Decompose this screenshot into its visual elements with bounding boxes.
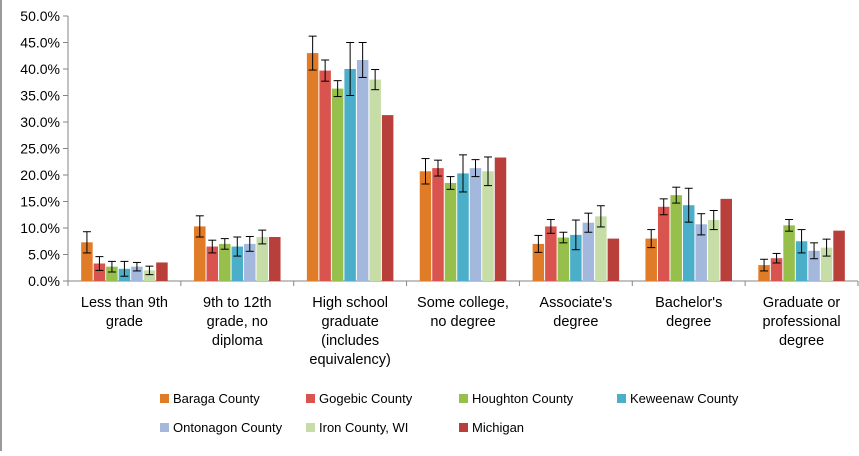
legend-swatch (459, 394, 468, 403)
bar (206, 246, 219, 281)
bar (720, 198, 732, 281)
legend-swatch (617, 394, 626, 403)
bar (469, 168, 482, 281)
bar (695, 224, 707, 281)
legend-label: Ontonagon County (173, 420, 283, 435)
legend-label: Houghton County (472, 391, 574, 406)
bar (482, 171, 494, 281)
y-tick-label: 35.0% (20, 88, 60, 104)
bar (256, 237, 269, 281)
bar (833, 230, 845, 281)
bar (194, 226, 206, 281)
bar (219, 243, 231, 281)
y-tick-label: 40.0% (20, 61, 60, 77)
bar (582, 222, 595, 281)
bar (93, 263, 106, 281)
bar (344, 69, 356, 281)
legend-label: Baraga County (173, 391, 260, 406)
bar (306, 53, 319, 281)
x-category-label: 9th to 12th (203, 295, 272, 311)
legend-label: Michigan (472, 420, 524, 435)
bar (645, 238, 657, 281)
bar (595, 216, 607, 281)
bar (381, 115, 394, 281)
bar (356, 59, 369, 281)
x-category-label: Graduate or (763, 295, 841, 311)
x-category-label: degree (779, 333, 824, 349)
bar (783, 225, 795, 281)
x-category-label: equivalency) (309, 352, 390, 368)
left-border (0, 0, 2, 451)
bar (532, 243, 545, 281)
bar (545, 226, 557, 281)
bar (570, 234, 582, 281)
x-category-label: (includes (321, 333, 379, 349)
x-category-label: grade, no (207, 314, 268, 330)
bar (244, 243, 256, 281)
bar (607, 238, 620, 281)
bar (758, 265, 770, 281)
legend-swatch (306, 423, 315, 432)
x-category-label: High school (312, 295, 388, 311)
legend-swatch (459, 423, 468, 432)
y-tick-label: 15.0% (20, 194, 60, 210)
y-tick-label: 45.0% (20, 35, 60, 51)
x-category-label: no degree (430, 314, 495, 330)
bar (419, 171, 432, 281)
bar (457, 173, 469, 281)
x-category-label: degree (666, 314, 711, 330)
legend-swatch (306, 394, 315, 403)
x-category-label: professional (762, 314, 840, 330)
bar (81, 242, 93, 281)
x-category-label: Bachelor's (655, 295, 722, 311)
bar (432, 168, 444, 281)
legend-label: Keweenaw County (630, 391, 739, 406)
x-category-label: diploma (212, 333, 264, 349)
x-category-label: Less than 9th (81, 295, 168, 311)
y-tick-label: 50.0% (20, 8, 60, 24)
bar (670, 195, 682, 281)
bar (557, 237, 570, 281)
bar (143, 270, 156, 281)
bar (269, 237, 281, 281)
bar (682, 205, 695, 281)
bar (770, 258, 783, 281)
bar (369, 79, 381, 281)
bar (156, 262, 168, 281)
bar (319, 70, 331, 281)
legend-label: Gogebic County (319, 391, 413, 406)
bar (331, 88, 344, 281)
bar (106, 266, 118, 281)
bar (707, 220, 720, 281)
bar (231, 246, 244, 281)
bar (657, 206, 670, 281)
y-tick-label: 10.0% (20, 220, 60, 236)
bar (808, 250, 820, 281)
y-tick-label: 5.0% (28, 247, 60, 263)
bar (494, 157, 507, 281)
x-category-label: Associate's (539, 295, 612, 311)
y-tick-label: 20.0% (20, 167, 60, 183)
bar (444, 182, 457, 281)
legend-swatch (160, 394, 169, 403)
x-category-label: graduate (322, 314, 379, 330)
x-category-label: degree (553, 314, 598, 330)
x-category-label: Some college, (417, 295, 509, 311)
legend-label: Iron County, WI (319, 420, 408, 435)
y-tick-label: 25.0% (20, 141, 60, 157)
bar (131, 266, 143, 281)
y-tick-label: 0.0% (28, 273, 60, 289)
bar (795, 241, 808, 281)
bar (820, 247, 833, 281)
y-tick-label: 30.0% (20, 114, 60, 130)
x-category-label: grade (106, 314, 143, 330)
legend-swatch (160, 423, 169, 432)
